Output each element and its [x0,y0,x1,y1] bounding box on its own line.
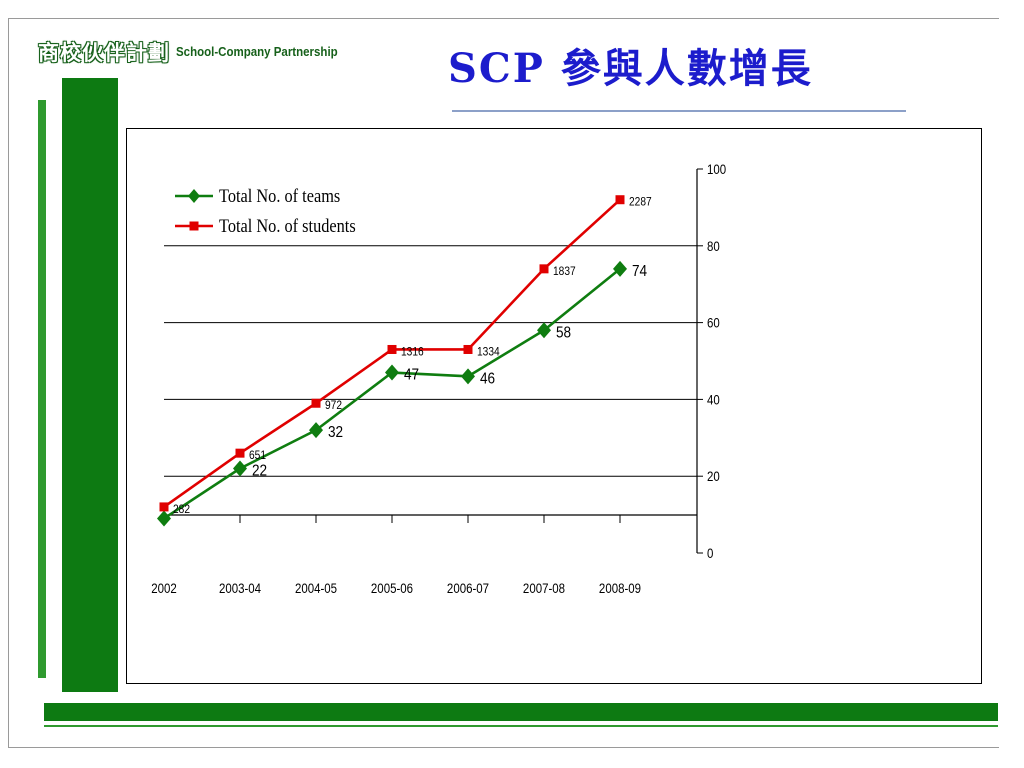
data-point-students [539,264,549,274]
data-point-teams [613,260,627,277]
title-underline [452,110,906,112]
data-point-students [615,195,625,205]
x-tick-label: 2003-04 [219,580,261,596]
left-accent-bar-thick [62,78,118,692]
y-tick-label: 80 [707,238,720,254]
bottom-accent-line [44,725,998,727]
data-point-teams [461,368,475,385]
data-label-teams: 47 [404,367,419,384]
data-point-teams [385,364,399,381]
data-label-teams: 32 [328,424,343,441]
logo-chinese-text: 商校伙伴計劃 [38,41,170,65]
data-label-students: 651 [249,449,266,462]
data-point-students [387,344,397,354]
legend-marker-teams [188,189,200,203]
x-tick-label: 2005-06 [371,580,413,596]
data-point-teams [537,322,551,339]
data-point-students [235,448,245,458]
data-label-teams: 58 [556,324,571,341]
data-point-teams [157,510,171,527]
data-label-students: 1316 [401,346,424,359]
x-tick-label: 2008-09 [599,580,641,596]
data-label-students: 1837 [553,265,576,278]
x-tick-label: 2004-05 [295,580,337,596]
y-tick-label: 100 [707,161,726,177]
legend-marker-students [189,221,199,231]
y-tick-label: 0 [707,545,713,561]
data-label-teams: 74 [632,263,647,280]
y-tick-label: 20 [707,468,720,484]
data-label-students: 282 [173,503,190,516]
chart-panel: 2002 2003-04 2004-05 2005-06 2006-07 2007-08 2… [126,128,982,684]
x-tick-label: 2007-08 [523,580,565,596]
slide-frame [8,18,999,748]
y-tick-label: 60 [707,314,720,330]
x-tick-label: 2006-07 [447,580,489,596]
data-label-students: 2287 [629,196,652,209]
data-point-students [463,344,473,354]
legend-label: Total No. of teams [219,185,340,206]
data-point-students [311,398,321,408]
bottom-accent-bar [44,703,998,721]
series-line-teams [163,267,621,520]
logo-english-text: School-Company Partnership [176,45,338,59]
data-point-teams [309,422,323,439]
y-tick-label: 40 [707,391,720,407]
page-title: SCP 參與人數增長 [448,45,813,92]
data-label-teams: 46 [480,370,495,387]
data-point-students [159,502,169,512]
data-label-teams: 22 [252,463,267,480]
data-label-students: 1334 [477,346,500,359]
line-chart: 2002 2003-04 2004-05 2005-06 2006-07 2007-08 2… [151,161,726,596]
x-tick-label: 2002 [151,580,177,596]
data-label-students: 972 [325,400,342,413]
scp-logo: 商校伙伴計劃 School-Company Partnership [38,38,352,66]
left-accent-bar-thin [38,100,46,678]
data-point-teams [233,460,247,477]
legend-label: Total No. of students [219,215,356,236]
